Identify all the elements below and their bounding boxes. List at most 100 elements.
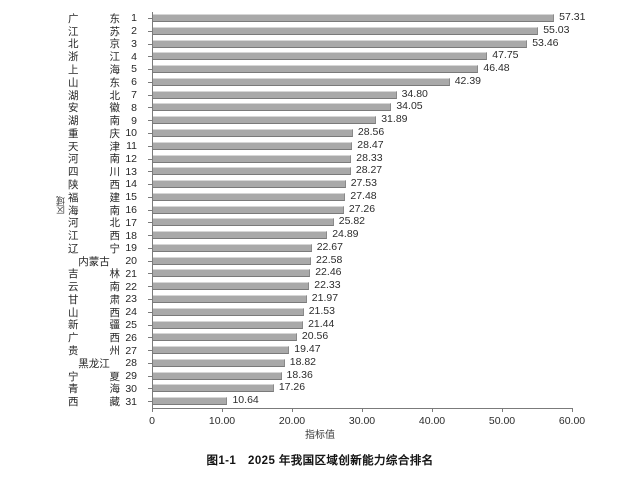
bar[interactable]: [153, 141, 353, 150]
category-rank: 24: [125, 306, 137, 319]
y-tick-mark: [148, 311, 152, 313]
plot-area: 57.31 55.03 53.46 47.75 46.48 42.39 34.80 34.05…: [148, 11, 585, 427]
category-name: 西藏: [68, 396, 120, 409]
bar-value-label: 28.27: [355, 164, 383, 177]
bar[interactable]: [153, 128, 353, 137]
category-name: 重庆: [68, 127, 120, 140]
y-tick-mark: [148, 69, 152, 71]
y-tick-mark: [148, 375, 152, 377]
bar[interactable]: [153, 77, 450, 86]
x-tick-label: 40.00: [418, 415, 446, 427]
bar[interactable]: [153, 307, 304, 316]
bar[interactable]: [153, 14, 555, 22]
category-name: 宁夏: [68, 370, 120, 383]
bar-row: 28.27: [148, 164, 572, 178]
x-tick-mark: [502, 408, 503, 412]
bar-row: 34.05: [148, 100, 572, 114]
x-tick-mark: [572, 408, 573, 412]
bar-row: 22.67: [148, 240, 572, 255]
bar[interactable]: [153, 39, 528, 48]
bar[interactable]: [153, 256, 312, 265]
category-rank: 12: [125, 152, 137, 165]
bar-value-label: 42.39: [454, 74, 481, 87]
y-tick-mark: [148, 401, 152, 403]
bar[interactable]: [153, 180, 346, 189]
category-rank: 17: [125, 216, 137, 229]
y-tick-mark: [148, 18, 152, 19]
bar[interactable]: [153, 154, 352, 163]
category-rank: 30: [125, 382, 137, 395]
bar-row: 27.26: [148, 203, 572, 217]
bar-row: 18.36: [148, 368, 572, 383]
category-rank: 7: [131, 89, 137, 102]
category-rank: 4: [131, 50, 137, 63]
x-tick-label: 50.00: [488, 415, 516, 427]
bar-row: 25.82: [148, 215, 572, 229]
y-tick-mark: [148, 171, 152, 173]
bar[interactable]: [153, 65, 479, 74]
bar-row: 31.89: [148, 113, 572, 127]
bar[interactable]: [153, 243, 312, 252]
bar[interactable]: [153, 371, 282, 380]
bar-value-label: 18.82: [289, 355, 317, 368]
category-name: 辽宁: [68, 242, 120, 255]
bar[interactable]: [153, 282, 310, 291]
bar[interactable]: [153, 103, 392, 112]
bar[interactable]: [153, 205, 344, 214]
bar-value-label: 34.05: [396, 100, 423, 113]
category-rank: 27: [125, 344, 137, 357]
bar-row: 22.58: [148, 254, 572, 268]
bar[interactable]: [153, 52, 488, 61]
y-tick-mark: [148, 273, 152, 275]
bar[interactable]: [153, 295, 307, 304]
category-rank: 25: [125, 318, 137, 331]
category-rank: 19: [125, 242, 137, 255]
x-tick-mark: [432, 408, 433, 412]
category-name: 云南: [68, 281, 120, 294]
y-tick-mark: [148, 222, 152, 224]
bar-value-label: 22.67: [316, 240, 343, 253]
y-tick-mark: [148, 286, 152, 288]
bar-row: 17.26: [148, 381, 572, 395]
x-tick-label: 20.00: [278, 415, 306, 427]
category-rank: 21: [125, 267, 137, 280]
bar[interactable]: [153, 231, 328, 240]
bar[interactable]: [153, 346, 290, 355]
y-tick-mark: [148, 196, 152, 198]
category-rank: 9: [131, 114, 137, 127]
bar[interactable]: [153, 167, 351, 176]
y-tick-mark: [148, 362, 152, 364]
bar-row: 46.48: [148, 62, 572, 76]
bar-value-label: 31.89: [381, 113, 408, 126]
y-tick-mark: [148, 94, 152, 96]
bar[interactable]: [153, 90, 397, 99]
bar-row: 22.33: [148, 279, 572, 293]
bar[interactable]: [153, 358, 285, 367]
y-tick-mark: [148, 235, 152, 237]
category-name: 江西: [68, 230, 120, 243]
bar[interactable]: [153, 397, 228, 406]
x-tick-mark: [152, 408, 153, 412]
bar[interactable]: [153, 26, 539, 35]
category-rank: 15: [125, 191, 137, 204]
bar[interactable]: [153, 192, 346, 201]
y-tick-mark: [148, 209, 152, 211]
x-tick-label: 0: [149, 415, 155, 427]
category-name: 黑龙江: [78, 357, 110, 370]
bar-row: 21.44: [148, 317, 572, 332]
bar-value-label: 18.36: [286, 368, 313, 381]
bar-row: 21.97: [148, 292, 572, 306]
bar[interactable]: [153, 218, 334, 227]
bar[interactable]: [153, 320, 304, 329]
bar[interactable]: [153, 384, 274, 393]
bar-value-label: 21.44: [308, 317, 335, 330]
y-tick-mark: [148, 388, 152, 390]
bar[interactable]: [153, 269, 311, 278]
category-rank: 5: [131, 63, 137, 76]
category-name: 河南: [68, 153, 120, 166]
category-rank: 18: [125, 229, 137, 242]
bar[interactable]: [153, 333, 297, 342]
bar-value-label: 46.48: [483, 62, 510, 75]
x-tick-mark: [292, 408, 293, 412]
bar[interactable]: [153, 116, 377, 125]
